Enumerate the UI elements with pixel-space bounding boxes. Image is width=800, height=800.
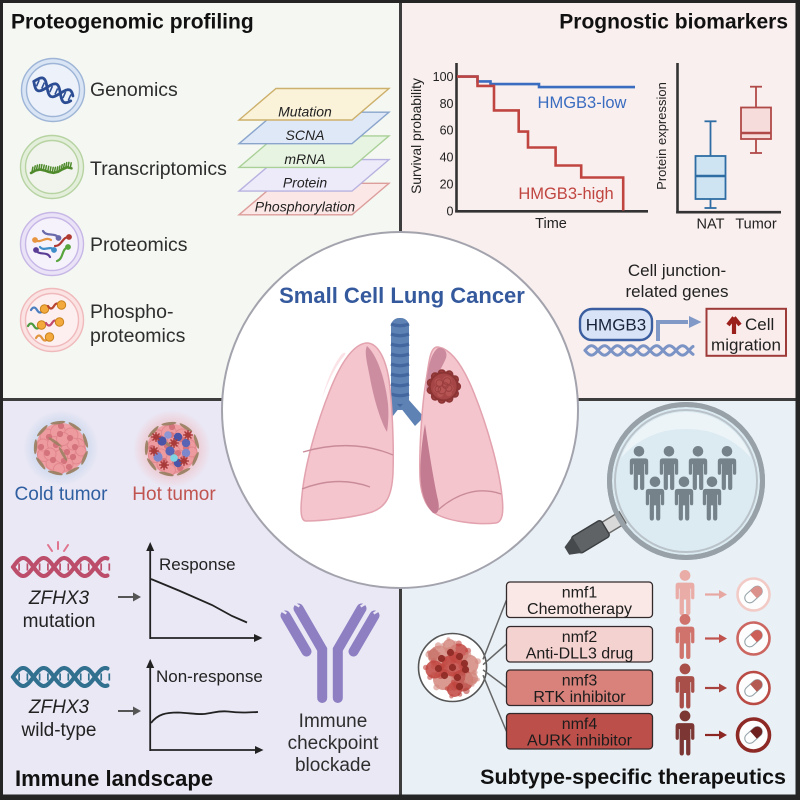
svg-text:proteomics: proteomics	[90, 325, 186, 347]
svg-text:nmf3: nmf3	[562, 673, 598, 690]
svg-text:Non-response: Non-response	[156, 667, 263, 686]
svg-text:Proteomics: Proteomics	[90, 234, 188, 256]
svg-text:60: 60	[440, 124, 454, 138]
svg-text:Cell: Cell	[745, 315, 774, 334]
svg-text:Subtype-specific therapeutics: Subtype-specific therapeutics	[480, 765, 786, 789]
svg-text:Immune landscape: Immune landscape	[15, 766, 213, 791]
svg-text:Chemotherapy: Chemotherapy	[527, 601, 632, 618]
svg-text:Tumor: Tumor	[735, 217, 777, 233]
svg-text:Anti-DLL3 drug: Anti-DLL3 drug	[526, 646, 634, 663]
svg-text:0: 0	[447, 204, 454, 218]
svg-text:Survival probability: Survival probability	[409, 78, 424, 194]
svg-text:mRNA: mRNA	[284, 151, 325, 167]
svg-text:20: 20	[440, 178, 454, 192]
svg-text:Response: Response	[159, 555, 236, 574]
svg-text:related genes: related genes	[625, 282, 728, 301]
svg-text:blockade: blockade	[295, 755, 371, 776]
svg-text:SCNA: SCNA	[286, 127, 325, 143]
svg-text:HMGB3: HMGB3	[586, 316, 646, 335]
svg-text:100: 100	[433, 70, 454, 84]
svg-text:Protein: Protein	[283, 175, 328, 191]
svg-text:Time: Time	[535, 216, 567, 232]
svg-text:80: 80	[440, 97, 454, 111]
svg-text:AURK inhibitor: AURK inhibitor	[527, 733, 633, 750]
svg-text:RTK inhibitor: RTK inhibitor	[533, 689, 626, 706]
svg-text:Cell junction-: Cell junction-	[628, 261, 726, 280]
svg-text:HMGB3-high: HMGB3-high	[518, 185, 613, 203]
svg-text:Mutation: Mutation	[278, 104, 332, 120]
svg-text:nmf4: nmf4	[562, 716, 598, 733]
svg-text:mutation: mutation	[23, 611, 96, 632]
svg-text:40: 40	[440, 151, 454, 165]
svg-text:migration: migration	[711, 336, 781, 355]
svg-text:wild-type: wild-type	[21, 720, 97, 741]
svg-text:Genomics: Genomics	[90, 79, 178, 101]
svg-text:ZFHX3: ZFHX3	[28, 588, 90, 609]
svg-text:Phospho-: Phospho-	[90, 301, 173, 323]
svg-text:nmf2: nmf2	[562, 629, 598, 646]
svg-text:Prognostic biomarkers: Prognostic biomarkers	[559, 11, 788, 34]
svg-text:checkpoint: checkpoint	[288, 733, 380, 754]
svg-text:ZFHX3: ZFHX3	[28, 697, 90, 718]
svg-text:NAT: NAT	[697, 217, 725, 233]
svg-text:Immune: Immune	[299, 711, 368, 732]
svg-text:Transcriptomics: Transcriptomics	[90, 158, 227, 180]
svg-text:Protein expression: Protein expression	[654, 82, 669, 190]
svg-text:Proteogenomic profiling: Proteogenomic profiling	[11, 11, 254, 34]
svg-text:Hot tumor: Hot tumor	[132, 484, 216, 505]
svg-text:Small Cell Lung Cancer: Small Cell Lung Cancer	[279, 283, 525, 308]
svg-text:nmf1: nmf1	[562, 585, 598, 602]
svg-text:HMGB3-low: HMGB3-low	[538, 94, 627, 112]
svg-text:Phosphorylation: Phosphorylation	[255, 198, 356, 214]
svg-text:Cold tumor: Cold tumor	[15, 484, 109, 505]
